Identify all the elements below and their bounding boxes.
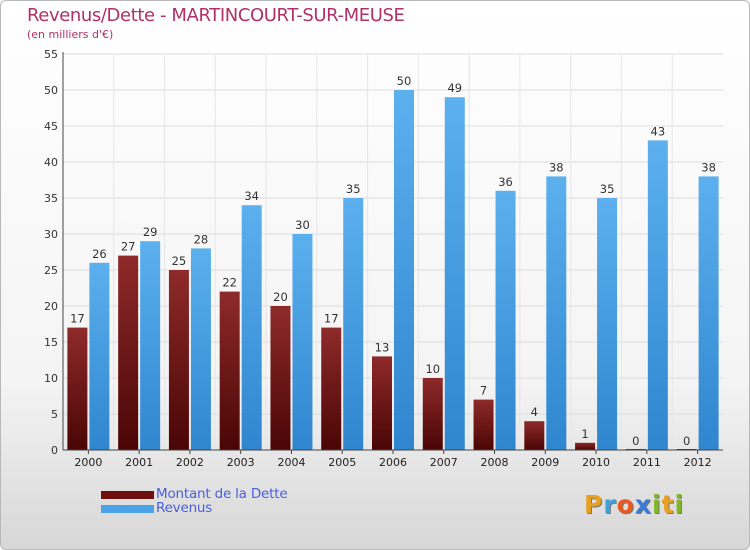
y-tick-label: 55 bbox=[44, 48, 58, 61]
data-label-revenus-2004: 30 bbox=[295, 218, 310, 232]
bar-revenus-2004 bbox=[292, 234, 313, 450]
y-tick-label: 25 bbox=[44, 264, 58, 277]
data-label-revenus-2005: 35 bbox=[346, 182, 361, 196]
x-tick-label: 2011 bbox=[633, 456, 661, 469]
y-tick-label: 10 bbox=[44, 372, 58, 385]
data-label-revenus-2009: 38 bbox=[549, 160, 564, 174]
bar-debt-2000 bbox=[67, 327, 88, 450]
y-tick-label: 30 bbox=[44, 228, 58, 241]
data-label-debt-2009: 4 bbox=[531, 405, 538, 419]
y-tick-label: 50 bbox=[44, 84, 58, 97]
x-tick-label: 2012 bbox=[684, 456, 712, 469]
bar-revenus-2000 bbox=[89, 262, 110, 450]
data-label-revenus-2008: 36 bbox=[498, 175, 513, 189]
y-tick-label: 40 bbox=[44, 156, 58, 169]
data-label-revenus-2000: 26 bbox=[92, 247, 107, 261]
bar-revenus-2007 bbox=[444, 97, 465, 450]
bar-revenus-2008 bbox=[495, 190, 516, 451]
x-tick-label: 2006 bbox=[379, 456, 407, 469]
x-tick-label: 2001 bbox=[125, 456, 153, 469]
bar-debt-2009 bbox=[524, 421, 545, 450]
y-tick-label: 5 bbox=[51, 408, 58, 421]
data-label-debt-2000: 17 bbox=[70, 312, 85, 326]
legend-swatch-debt bbox=[101, 491, 154, 499]
data-label-debt-2004: 20 bbox=[273, 290, 288, 304]
bar-revenus-2006 bbox=[394, 90, 414, 450]
bar-revenus-2001 bbox=[140, 241, 161, 450]
bar-revenus-2012 bbox=[698, 176, 719, 450]
bar-debt-2002 bbox=[168, 270, 189, 450]
x-tick-label: 2002 bbox=[176, 456, 204, 469]
data-label-revenus-2002: 28 bbox=[194, 232, 209, 246]
bar-debt-2010 bbox=[575, 442, 596, 450]
x-tick-label: 2009 bbox=[531, 456, 559, 469]
chart-subtitle: (en milliers d'€) bbox=[27, 28, 114, 41]
data-label-debt-2002: 25 bbox=[172, 254, 187, 268]
bar-debt-2006 bbox=[372, 356, 392, 450]
data-label-debt-2001: 27 bbox=[121, 240, 136, 254]
bar-revenus-2005 bbox=[343, 198, 364, 450]
chart-title: Revenus/Dette - MARTINCOURT-SUR-MEUSE bbox=[27, 5, 405, 26]
logo-letter: r bbox=[603, 490, 617, 519]
bar-debt-2001 bbox=[118, 255, 139, 450]
y-tick-label: 45 bbox=[44, 120, 58, 133]
data-label-debt-2005: 17 bbox=[324, 312, 339, 326]
x-tick-label: 2004 bbox=[277, 456, 305, 469]
data-label-revenus-2012: 38 bbox=[701, 160, 716, 174]
bars: 1726272925282234203017351350104973643813… bbox=[67, 74, 719, 451]
logo-letter: i bbox=[674, 490, 685, 519]
legend-swatch-revenus bbox=[101, 505, 154, 513]
x-tick-label: 2000 bbox=[74, 456, 102, 469]
y-tick-label: 15 bbox=[44, 336, 58, 349]
bar-revenus-2002 bbox=[190, 248, 211, 450]
y-tick-label: 0 bbox=[51, 444, 58, 457]
legend-label-debt: Montant de la Dette bbox=[156, 486, 288, 502]
data-label-revenus-2011: 43 bbox=[651, 124, 666, 138]
y-tick-label: 20 bbox=[44, 300, 58, 313]
data-label-revenus-2003: 34 bbox=[244, 189, 259, 203]
proxiti-logo: Proxiti bbox=[584, 490, 684, 519]
grid-lines bbox=[63, 53, 723, 450]
x-tick-label: 2008 bbox=[481, 456, 509, 469]
data-label-debt-2011: 0 bbox=[632, 434, 639, 448]
y-tick-label: 35 bbox=[44, 192, 58, 205]
bar-revenus-2011 bbox=[647, 140, 668, 450]
bar-debt-2003 bbox=[219, 291, 240, 450]
data-label-debt-2003: 22 bbox=[222, 276, 237, 290]
bar-revenus-2003 bbox=[241, 205, 262, 450]
data-label-debt-2008: 7 bbox=[480, 384, 487, 398]
logo-letter: t bbox=[661, 490, 675, 519]
data-label-debt-2006: 13 bbox=[375, 340, 390, 354]
bar-debt-2007 bbox=[422, 378, 443, 450]
logo-letter: P bbox=[584, 490, 604, 519]
bar-revenus-2009 bbox=[546, 176, 567, 450]
bar-debt-2005 bbox=[321, 327, 342, 450]
data-label-revenus-2006: 50 bbox=[397, 74, 412, 88]
logo-letter: o bbox=[616, 490, 635, 519]
data-label-revenus-2001: 29 bbox=[143, 225, 158, 239]
data-label-revenus-2007: 49 bbox=[447, 81, 462, 95]
x-tick-label: 2010 bbox=[582, 456, 610, 469]
data-label-debt-2012: 0 bbox=[683, 434, 690, 448]
x-tick-label: 2003 bbox=[227, 456, 255, 469]
data-label-debt-2010: 1 bbox=[581, 427, 588, 441]
data-label-debt-2007: 10 bbox=[425, 362, 440, 376]
data-label-revenus-2010: 35 bbox=[600, 182, 615, 196]
bar-revenus-2010 bbox=[597, 198, 618, 450]
x-tick-label: 2007 bbox=[430, 456, 458, 469]
bar-debt-2004 bbox=[270, 306, 291, 450]
logo-letter: i bbox=[652, 490, 662, 519]
bar-debt-2008 bbox=[473, 399, 494, 450]
x-tick-label: 2005 bbox=[328, 456, 356, 469]
legend-label-revenus: Revenus bbox=[156, 500, 213, 516]
logo-letter: x bbox=[634, 490, 652, 519]
